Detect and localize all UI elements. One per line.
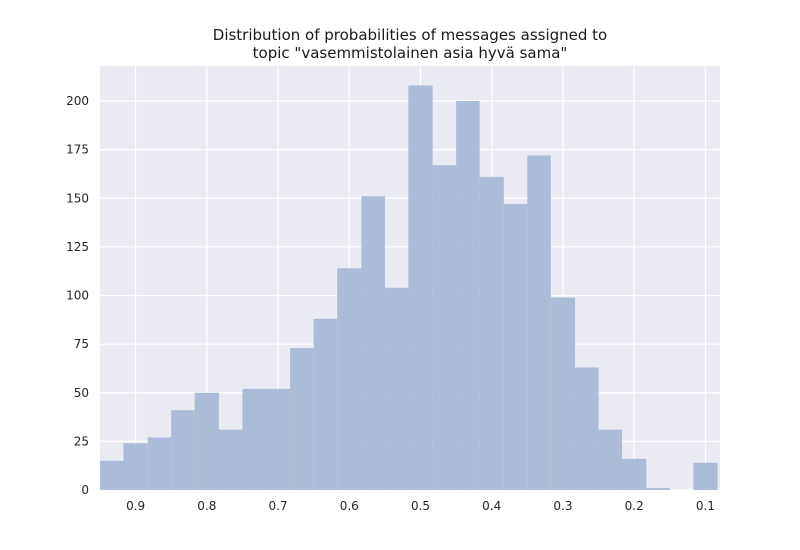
- histogram-bar: [265, 388, 291, 490]
- x-tick-label: 0.7: [269, 499, 288, 513]
- x-tick-label: 0.9: [126, 499, 145, 513]
- x-tick-label: 0.6: [340, 499, 359, 513]
- histogram-bar: [479, 176, 504, 491]
- y-tick-label: 75: [74, 337, 89, 351]
- histogram-bar: [290, 348, 314, 490]
- x-tick-label: 0.4: [482, 499, 501, 513]
- x-axis-tick-labels: 0.9 0.8 0.7 0.6 0.5 0.4 0.3 0.2 0.1: [126, 499, 715, 513]
- y-tick-label: 150: [66, 191, 89, 205]
- chart-title-line-2: topic "vasemmistolainen asia hyvä sama": [253, 44, 568, 62]
- histogram-bar: [242, 388, 266, 490]
- y-tick-label: 125: [66, 240, 89, 254]
- histogram-bar: [503, 204, 528, 490]
- histogram-bar: [622, 458, 647, 490]
- histogram-bar: [361, 196, 385, 490]
- histogram-bar: [194, 392, 219, 490]
- histogram-bar: [575, 367, 599, 490]
- y-tick-label: 50: [74, 386, 89, 400]
- histogram-bars: [100, 85, 718, 491]
- histogram-bar: [432, 165, 457, 490]
- y-tick-label: 100: [66, 289, 89, 303]
- histogram-bar: [646, 488, 670, 490]
- x-tick-label: 0.2: [625, 499, 644, 513]
- chart-title-line-1: Distribution of probabilities of message…: [213, 26, 607, 44]
- histogram-bar: [550, 297, 576, 490]
- histogram-bar: [147, 437, 172, 490]
- x-tick-label: 0.8: [197, 499, 216, 513]
- histogram-bar: [598, 429, 623, 490]
- histogram-bar: [337, 268, 362, 490]
- histogram-bar: [218, 429, 243, 490]
- y-axis-tick-labels: 0 25 50 75 100 125 150 175 200: [66, 94, 89, 497]
- y-tick-label: 175: [66, 143, 89, 157]
- x-tick-label: 0.3: [553, 499, 572, 513]
- histogram-bar: [456, 101, 480, 491]
- x-tick-label: 0.5: [411, 499, 430, 513]
- histogram-bar: [100, 460, 124, 490]
- histogram-bar: [527, 155, 551, 490]
- histogram-bar: [313, 318, 338, 490]
- histogram-bar: [171, 410, 195, 490]
- histogram-bar: [408, 85, 433, 491]
- y-tick-label: 25: [74, 434, 89, 448]
- histogram-bar: [123, 443, 148, 490]
- y-tick-label: 0: [81, 483, 89, 497]
- histogram-bar: [384, 287, 409, 490]
- histogram-bar: [693, 462, 718, 490]
- y-tick-label: 200: [66, 94, 89, 108]
- x-tick-label: 0.1: [696, 499, 715, 513]
